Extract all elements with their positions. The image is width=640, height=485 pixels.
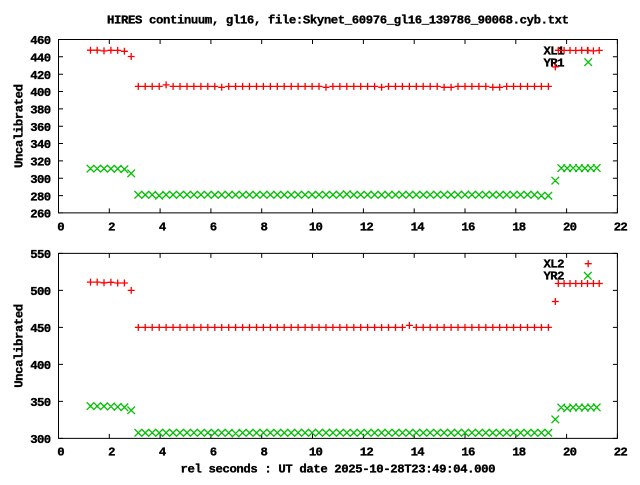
svg-text:360: 360	[30, 121, 51, 135]
svg-text:8: 8	[261, 221, 268, 235]
svg-text:YR2: YR2	[544, 270, 565, 284]
svg-text:280: 280	[30, 190, 51, 204]
svg-text:380: 380	[30, 104, 51, 118]
svg-text:HIRES continuum, gl16, file:Sk: HIRES continuum, gl16, file:Skynet_60976…	[107, 13, 569, 27]
svg-text:20: 20	[563, 221, 577, 235]
svg-text:12: 12	[360, 221, 374, 235]
svg-text:rel seconds : UT date 2025-10-: rel seconds : UT date 2025-10-28T23:49:0…	[181, 463, 496, 477]
svg-text:6: 6	[210, 221, 217, 235]
svg-text:4: 4	[159, 446, 167, 460]
svg-text:10: 10	[309, 446, 323, 460]
svg-text:20: 20	[563, 446, 577, 460]
svg-text:450: 450	[30, 322, 51, 336]
svg-text:YR1: YR1	[544, 57, 565, 71]
svg-text:12: 12	[360, 446, 374, 460]
svg-text:8: 8	[261, 446, 268, 460]
svg-text:Uncalibrated: Uncalibrated	[13, 304, 27, 388]
svg-text:400: 400	[30, 86, 51, 100]
svg-text:420: 420	[30, 69, 51, 83]
svg-text:400: 400	[30, 359, 51, 373]
svg-text:260: 260	[30, 208, 51, 222]
svg-text:340: 340	[30, 138, 51, 152]
svg-text:500: 500	[30, 285, 51, 299]
svg-text:350: 350	[30, 396, 51, 410]
svg-text:0: 0	[57, 446, 64, 460]
svg-text:16: 16	[461, 221, 475, 235]
svg-text:4: 4	[159, 221, 167, 235]
svg-text:2: 2	[108, 446, 115, 460]
svg-text:320: 320	[30, 156, 51, 170]
svg-text:XL1: XL1	[544, 44, 565, 58]
svg-text:2: 2	[108, 221, 115, 235]
svg-text:18: 18	[512, 446, 526, 460]
svg-text:0: 0	[57, 221, 64, 235]
svg-text:300: 300	[30, 433, 51, 447]
svg-text:440: 440	[30, 52, 51, 66]
svg-text:460: 460	[30, 34, 51, 48]
svg-text:6: 6	[210, 446, 217, 460]
svg-text:Uncalibrated: Uncalibrated	[13, 84, 27, 168]
svg-text:22: 22	[614, 446, 628, 460]
svg-text:14: 14	[411, 446, 426, 460]
svg-text:10: 10	[309, 221, 323, 235]
svg-text:XL2: XL2	[544, 258, 565, 272]
svg-text:16: 16	[461, 446, 475, 460]
svg-text:14: 14	[411, 221, 426, 235]
svg-text:18: 18	[512, 221, 526, 235]
svg-text:22: 22	[614, 221, 628, 235]
svg-text:550: 550	[30, 248, 51, 262]
svg-text:300: 300	[30, 173, 51, 187]
